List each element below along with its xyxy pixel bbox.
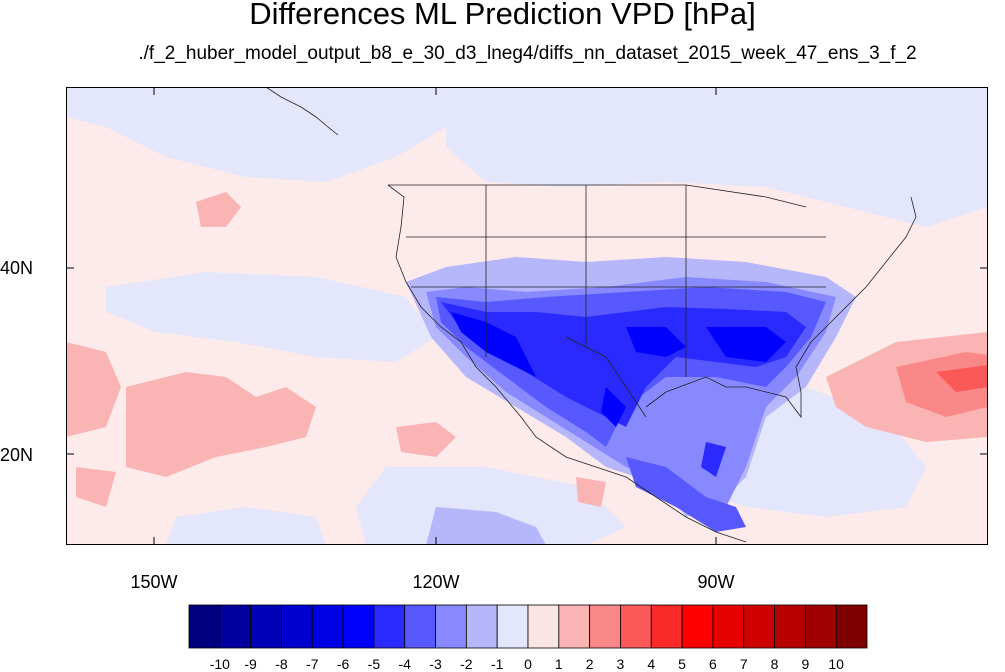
colorbar-swatch xyxy=(681,604,714,649)
alaska-coast xyxy=(265,87,339,136)
colorbar-swatch xyxy=(743,604,775,649)
red-regions xyxy=(936,365,988,392)
colorbar-label: -8 xyxy=(275,656,288,672)
colorbar-swatch xyxy=(188,604,221,649)
colorbar-label: -5 xyxy=(367,656,381,672)
colorbar-label: 2 xyxy=(585,656,594,672)
colorbar-swatch xyxy=(311,604,344,649)
colorbar-label: 6 xyxy=(709,656,717,672)
coastline xyxy=(387,184,917,543)
lon-label-120w: 120W xyxy=(412,572,460,592)
colorbar-label: -4 xyxy=(398,656,411,672)
colorbar-swatch xyxy=(804,604,837,649)
colorbar-label: 10 xyxy=(828,656,844,672)
colorbar-swatch xyxy=(835,604,868,649)
lon-label-150w: 150W xyxy=(130,572,178,592)
colorbar-label: -3 xyxy=(429,656,442,672)
colorbar-label: 3 xyxy=(616,656,625,672)
colorbar-swatch xyxy=(404,604,436,649)
colorbar-label: 9 xyxy=(801,656,810,672)
colorbar-label: 8 xyxy=(770,656,779,672)
map-frame xyxy=(66,87,988,545)
colorbar-label: 7 xyxy=(739,656,748,672)
colorbar-swatch xyxy=(219,604,252,649)
lat-label-40n: 40N xyxy=(0,258,34,278)
colorbar-swatch xyxy=(774,604,806,649)
colorbar-label: -7 xyxy=(306,656,319,672)
colorbar-label: 4 xyxy=(647,656,656,672)
colorbar-label: -6 xyxy=(336,656,350,672)
colorbar-swatch xyxy=(589,604,621,649)
colorbar-swatch xyxy=(281,604,313,649)
colorbar-label: -2 xyxy=(460,656,473,672)
colorbar-label: 0 xyxy=(524,656,532,672)
colorbar-label: -10 xyxy=(209,656,230,672)
colorbar-swatch xyxy=(373,604,406,649)
colorbar-label: 1 xyxy=(554,656,563,672)
colorbar-swatch xyxy=(435,604,467,649)
blue-level-5 xyxy=(451,312,786,427)
colorbar xyxy=(188,604,868,649)
colorbar-swatch xyxy=(250,604,282,649)
lat-label-20n: 20N xyxy=(0,445,34,465)
map-title: Differences ML Prediction VPD [hPa] xyxy=(249,0,756,31)
map-subtitle: ./f_2_huber_model_output_b8_e_30_d3_lneg… xyxy=(138,43,917,64)
vpd-difference-map xyxy=(66,87,988,545)
colorbar-swatch xyxy=(712,604,745,649)
colorbar-swatch xyxy=(465,604,498,649)
colorbar-label: -1 xyxy=(490,656,504,672)
colorbar-swatch xyxy=(558,604,591,649)
colorbar-label: -9 xyxy=(244,656,257,672)
colorbar-swatch xyxy=(650,604,683,649)
colorbar-swatch xyxy=(342,604,375,649)
colorbar-swatch xyxy=(496,604,529,649)
map-ticks xyxy=(66,87,988,545)
lon-label-90w: 90W xyxy=(697,572,735,592)
colorbar-label: 5 xyxy=(678,656,686,672)
colorbar-swatch xyxy=(527,604,560,649)
colorbar-swatch xyxy=(620,604,652,649)
